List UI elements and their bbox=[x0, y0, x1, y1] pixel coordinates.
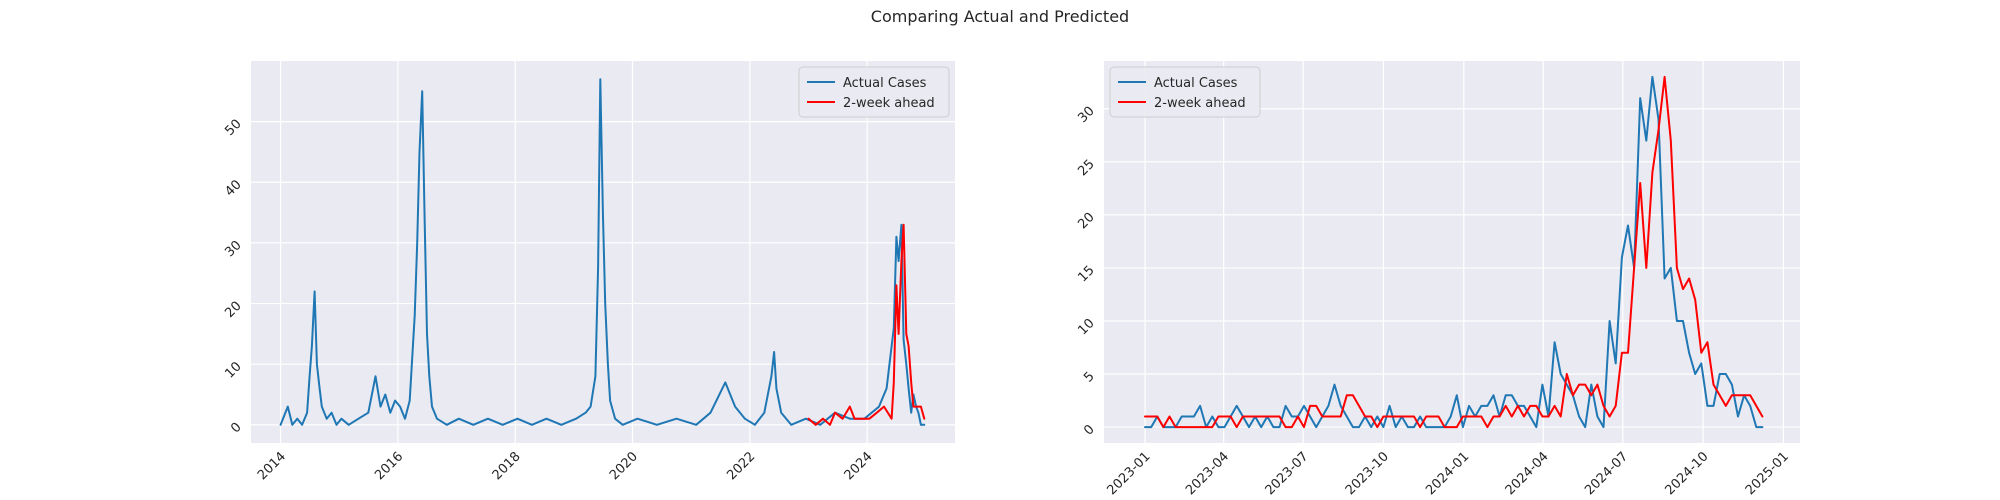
legend: Actual Cases 2-week ahead bbox=[1109, 66, 1261, 118]
x-tick-label: 2024-10 bbox=[1663, 449, 1712, 498]
legend-label: 2-week ahead bbox=[1154, 96, 1246, 111]
x-tick-label: 2023-04 bbox=[1183, 449, 1232, 498]
series-line-actual-cases bbox=[1144, 75, 1764, 429]
legend-frame bbox=[1109, 66, 1261, 118]
y-tick-label: 20 bbox=[1075, 210, 1097, 232]
y-tick-label: 25 bbox=[1075, 157, 1097, 179]
legend-frame bbox=[798, 66, 950, 118]
legend-label: Actual Cases bbox=[843, 76, 927, 91]
y-tick-label: 30 bbox=[1075, 104, 1097, 126]
legend-label: 2-week ahead bbox=[843, 96, 935, 111]
y-tick-label: 5 bbox=[1081, 369, 1097, 385]
x-tick-label: 2024-04 bbox=[1503, 449, 1552, 498]
y-tick-label: 0 bbox=[1081, 422, 1097, 438]
x-tick-label: 2023-07 bbox=[1263, 449, 1312, 498]
legend-label: Actual Cases bbox=[1154, 76, 1238, 91]
y-tick-label: 15 bbox=[1075, 263, 1097, 285]
x-tick-label: 2024-07 bbox=[1582, 449, 1631, 498]
x-tick-label: 2024-01 bbox=[1423, 449, 1472, 498]
x-tick-label: 2023-10 bbox=[1343, 449, 1392, 498]
series-line-2-week-ahead bbox=[807, 223, 926, 426]
y-tick-label: 10 bbox=[1075, 316, 1097, 338]
plot-area bbox=[1104, 61, 1800, 443]
x-tick-label: 2025-01 bbox=[1743, 449, 1792, 498]
series-line-2-week-ahead bbox=[1144, 75, 1764, 429]
legend: Actual Cases 2-week ahead bbox=[798, 66, 950, 118]
figure-title: Comparing Actual and Predicted bbox=[870, 7, 1130, 26]
x-tick-label: 2023-01 bbox=[1105, 449, 1154, 498]
